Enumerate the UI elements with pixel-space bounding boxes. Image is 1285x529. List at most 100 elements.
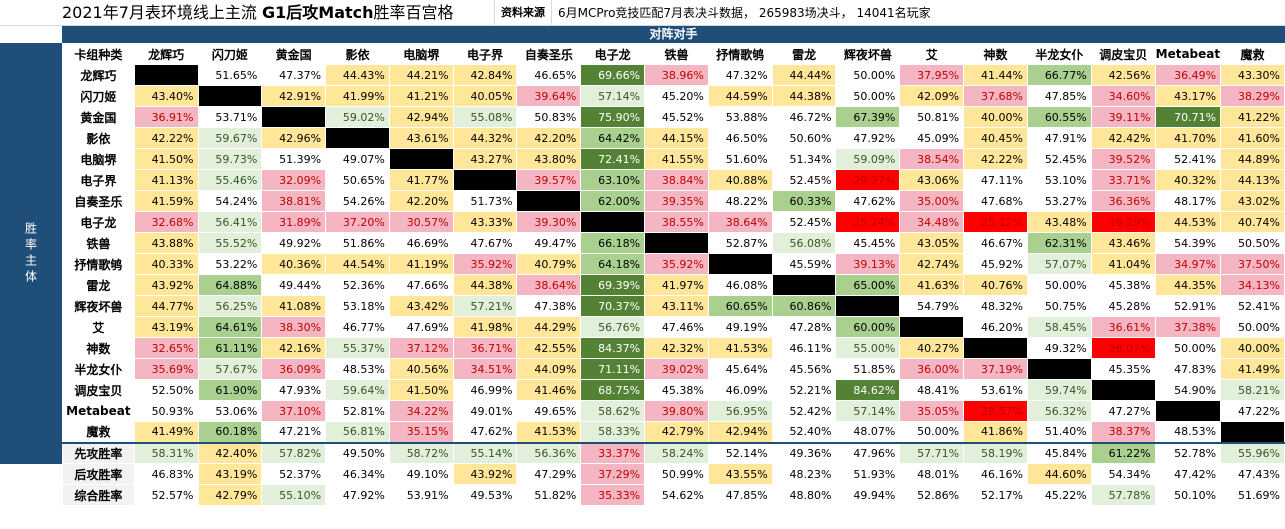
- winrate-cell: 50.65%: [325, 169, 390, 191]
- winrate-cell: 49.07%: [325, 148, 390, 170]
- side-label: 胜率主体: [23, 221, 38, 286]
- summary-cell: 48.23%: [771, 463, 837, 485]
- winrate-cell: 46.77%: [325, 316, 390, 338]
- winrate-cell: 41.04%: [1090, 253, 1156, 275]
- diagonal-cell: [1026, 358, 1092, 380]
- winrate-cell: 62.00%: [580, 190, 646, 212]
- winrate-cell: 41.44%: [963, 64, 1028, 86]
- winrate-cell: 41.53%: [516, 421, 582, 443]
- winrate-cell: 43.33%: [452, 211, 518, 233]
- row-header: 黄金国: [62, 106, 135, 128]
- winrate-cell: 44.13%: [1220, 169, 1285, 191]
- winrate-cell: 29.27%: [835, 169, 901, 191]
- winrate-cell: 44.59%: [707, 85, 773, 107]
- winrate-cell: 59.64%: [325, 379, 390, 401]
- winrate-cell: 42.42%: [1090, 127, 1156, 149]
- winrate-cell: 36.91%: [133, 106, 199, 128]
- winrate-cell: 53.10%: [1026, 169, 1092, 191]
- winrate-cell: 31.89%: [261, 211, 327, 233]
- column-header: 电子龙: [580, 43, 646, 65]
- winrate-cell: 47.27%: [1090, 400, 1156, 422]
- winrate-cell: 45.92%: [963, 253, 1028, 275]
- winrate-cell: 50.50%: [1220, 232, 1285, 254]
- winrate-cell: 47.92%: [835, 127, 901, 149]
- winrate-cell: 41.70%: [1154, 127, 1222, 149]
- column-header: 自奏圣乐: [516, 43, 582, 65]
- title-bold: G1后攻Match: [262, 3, 374, 22]
- winrate-cell: 59.73%: [197, 148, 263, 170]
- winrate-cell: 48.32%: [963, 295, 1028, 317]
- winrate-cell: 51.60%: [707, 148, 773, 170]
- winrate-cell: 44.44%: [771, 64, 837, 86]
- row-header: 半龙女仆: [62, 358, 135, 380]
- summary-cell: 53.91%: [388, 484, 454, 506]
- winrate-cell: 47.11%: [963, 169, 1028, 191]
- winrate-cell: 57.07%: [1026, 253, 1092, 275]
- diagonal-cell: [325, 127, 390, 149]
- winrate-cell: 34.13%: [1220, 274, 1285, 296]
- winrate-cell: 52.21%: [771, 379, 837, 401]
- winrate-cell: 42.09%: [899, 85, 965, 107]
- winrate-cell: 41.49%: [1220, 358, 1285, 380]
- winrate-cell: 41.55%: [644, 148, 709, 170]
- row-header: 龙辉巧: [62, 64, 135, 86]
- winrate-cell: 53.06%: [197, 400, 263, 422]
- winrate-cell: 39.64%: [516, 85, 582, 107]
- side-band: 胜率主体: [0, 43, 62, 464]
- winrate-cell: 47.69%: [388, 316, 454, 338]
- winrate-cell: 56.95%: [707, 400, 773, 422]
- winrate-cell: 56.41%: [197, 211, 263, 233]
- winrate-cell: 43.19%: [133, 316, 199, 338]
- column-header: 铁兽: [644, 43, 709, 65]
- table-row: 龙辉巧 51.65% 47.37% 44.43% 44.21% 42.84% 46.65% 6…: [62, 64, 1285, 86]
- winrate-cell: 42.22%: [133, 127, 199, 149]
- winrate-cell: 71.11%: [580, 358, 646, 380]
- diagonal-cell: [835, 295, 901, 317]
- row-header: 电子龙: [62, 211, 135, 233]
- winrate-cell: 45.52%: [644, 106, 709, 128]
- winrate-cell: 44.32%: [452, 127, 518, 149]
- winrate-cell: 44.53%: [1154, 211, 1222, 233]
- table-row: 电子界 41.13% 55.46% 32.09% 50.65% 41.77% 39.57% 6…: [62, 169, 1285, 191]
- winrate-cell: 55.08%: [452, 106, 518, 128]
- table-row: 黄金国 36.91% 53.71% 59.02% 42.94% 55.08% 50.83% 7…: [62, 106, 1285, 128]
- winrate-cell: 25.24%: [835, 211, 901, 233]
- winrate-cell: 52.41%: [1220, 295, 1285, 317]
- row-header: 雷龙: [62, 274, 135, 296]
- summary-row: 先攻胜率 58.31% 42.40% 57.82% 49.50% 58.72% 55.14%…: [62, 441, 1285, 464]
- summary-cell: 43.92%: [452, 463, 518, 485]
- winrate-cell: 36.36%: [1090, 190, 1156, 212]
- source-label: 资料来源: [494, 0, 552, 25]
- winrate-cell: 56.08%: [771, 232, 837, 254]
- sheet-title: 2021年7月表环境线上主流 G1后攻Match胜率百宫格: [0, 0, 494, 25]
- winrate-cell: 64.88%: [197, 274, 263, 296]
- summary-cell: 44.60%: [1026, 463, 1092, 485]
- winrate-cell: 44.77%: [133, 295, 199, 317]
- winrate-cell: 66.18%: [580, 232, 646, 254]
- table-row: 辉夜坏兽 44.77% 56.25% 41.08% 53.18% 43.42% 57.21%…: [62, 295, 1285, 317]
- winrate-cell: 44.38%: [771, 85, 837, 107]
- winrate-cell: 72.41%: [580, 148, 646, 170]
- winrate-cell: 37.10%: [261, 400, 327, 422]
- winrate-cell: 38.30%: [261, 316, 327, 338]
- winrate-cell: 41.60%: [1220, 127, 1285, 149]
- winrate-cell: 40.05%: [452, 85, 518, 107]
- winrate-cell: 46.99%: [452, 379, 518, 401]
- winrate-cell: 37.38%: [1154, 316, 1222, 338]
- winrate-cell: 59.02%: [325, 106, 390, 128]
- summary-cell: 49.94%: [835, 484, 901, 506]
- winrate-cell: 41.46%: [516, 379, 582, 401]
- summary-cell: 58.72%: [388, 441, 454, 464]
- winrate-cell: 43.42%: [388, 295, 454, 317]
- winrate-cell: 45.64%: [707, 358, 773, 380]
- winrate-cell: 50.93%: [133, 400, 199, 422]
- summary-cell: 52.86%: [899, 484, 965, 506]
- winrate-cell: 32.68%: [133, 211, 199, 233]
- summary-cell: 52.57%: [133, 484, 199, 506]
- winrate-cell: 36.09%: [261, 358, 327, 380]
- winrate-cell: 45.56%: [771, 358, 837, 380]
- winrate-cell: 51.34%: [771, 148, 837, 170]
- winrate-cell: 57.67%: [197, 358, 263, 380]
- diagonal-cell: [1220, 421, 1285, 443]
- summary-cell: 45.22%: [1026, 484, 1092, 506]
